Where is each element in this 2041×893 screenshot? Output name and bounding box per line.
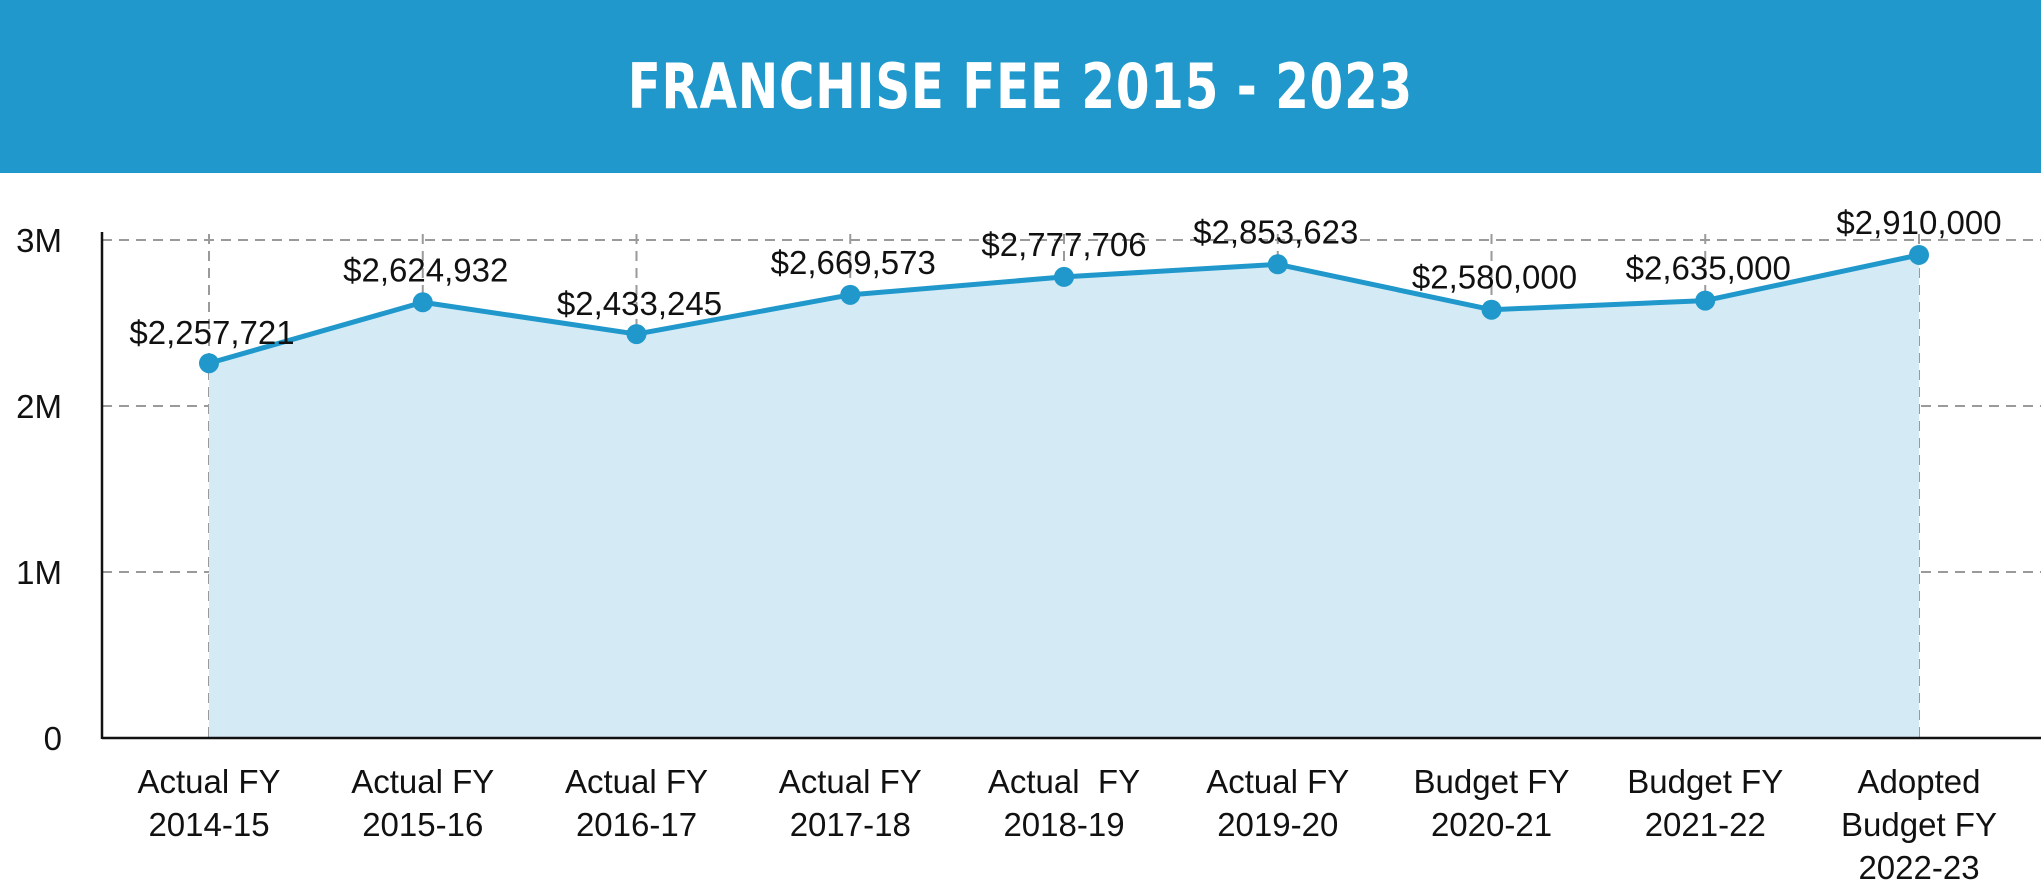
x-tick-label-line: 2022-23: [1858, 849, 1979, 886]
markers: [199, 244, 1929, 374]
x-tick-label-line: 2019-20: [1217, 806, 1338, 843]
x-tick-label-line: 2016-17: [576, 806, 697, 843]
axes: [100, 232, 2041, 740]
data-point-marker: [1054, 266, 1074, 287]
x-tick-label-line: 2021-22: [1645, 806, 1766, 843]
x-tick-label: Actual FY 2019-20: [1206, 763, 1349, 843]
data-labels: $2,257,721 $2,624,932 $2,433,245 $2,669,573…: [129, 204, 2001, 351]
x-tick-label: Actual FY 2016-17: [565, 763, 708, 843]
x-tick-label: Budget FY 2020-21: [1414, 763, 1570, 843]
chart-header: FRANCHISE FEE 2015 - 2023: [0, 0, 2041, 173]
data-point-marker: [1909, 244, 1929, 265]
data-label: $2,624,932: [343, 251, 508, 288]
y-tick-labels: 0 1M 2M 3M: [16, 222, 62, 757]
y-tick-label: 1M: [16, 554, 62, 591]
data-label: $2,580,000: [1412, 259, 1577, 296]
x-tick-label-line: Actual FY: [351, 763, 494, 800]
x-tick-label-line: Budget FY: [1414, 763, 1570, 800]
data-point-marker: [626, 324, 647, 345]
y-tick-label: 0: [44, 720, 62, 757]
x-tick-label-line: Actual FY: [988, 763, 1140, 800]
x-tick-label-line: Adopted: [1858, 763, 1981, 800]
area-layer: [209, 254, 1919, 738]
data-label: $2,910,000: [1836, 204, 2001, 241]
data-point-marker: [199, 353, 219, 374]
data-label: $2,669,573: [771, 244, 936, 281]
data-label: $2,635,000: [1626, 250, 1791, 287]
data-point-marker: [1481, 299, 1502, 320]
x-tick-label: Actual FY 2015-16: [351, 763, 494, 843]
y-tick-label: 3M: [16, 222, 62, 259]
x-tick-label: Actual FY 2014-15: [137, 763, 280, 843]
x-tick-label: Budget FY 2021-22: [1627, 763, 1783, 843]
data-label: $2,777,706: [981, 226, 1146, 263]
x-tick-label-line: 2018-19: [1003, 806, 1124, 843]
x-tick-label: Adopted Budget FY 2022-23: [1841, 763, 1997, 886]
x-tick-label-line: Actual FY: [137, 763, 280, 800]
x-tick-label-line: Budget FY: [1627, 763, 1783, 800]
data-label: $2,853,623: [1193, 213, 1358, 250]
x-tick-label-line: 2014-15: [148, 806, 269, 843]
x-tick-label-line: Budget FY: [1841, 806, 1997, 843]
data-point-marker: [1695, 290, 1716, 311]
x-tick-label-line: Actual FY: [1206, 763, 1349, 800]
data-point-marker: [840, 284, 861, 305]
data-label: $2,433,245: [557, 285, 722, 322]
series-area: [209, 254, 1919, 738]
y-tick-label: 2M: [16, 388, 62, 425]
x-tick-label-line: Actual FY: [565, 763, 708, 800]
data-point-marker: [1267, 254, 1288, 275]
x-tick-label: Actual FY 2018-19: [988, 763, 1140, 843]
data-label: $2,257,721: [129, 314, 294, 351]
x-tick-label-line: 2020-21: [1431, 806, 1552, 843]
x-tick-label-line: Actual FY: [779, 763, 922, 800]
x-tick-label: Actual FY 2017-18: [779, 763, 922, 843]
x-tick-label-line: 2017-18: [790, 806, 911, 843]
chart-title: FRANCHISE FEE 2015 - 2023: [627, 50, 1414, 123]
x-tick-label-line: 2015-16: [362, 806, 483, 843]
data-point-marker: [412, 292, 433, 313]
